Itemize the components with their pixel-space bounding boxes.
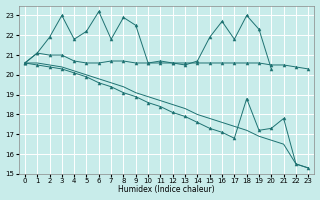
X-axis label: Humidex (Indice chaleur): Humidex (Indice chaleur)	[118, 185, 215, 194]
